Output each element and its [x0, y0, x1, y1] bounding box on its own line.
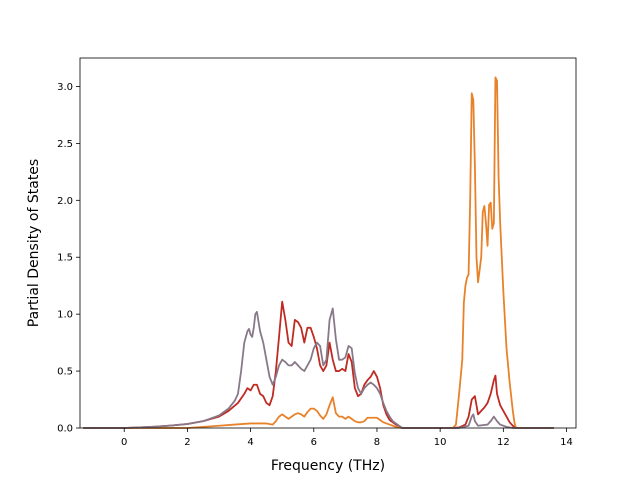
plot-area	[80, 58, 576, 428]
x-axis: 0 2 4 6 8 10 12 14	[121, 428, 573, 448]
x-tick-label: 0	[121, 437, 127, 448]
series-line-2	[83, 76, 554, 429]
x-tick-label: 12	[497, 437, 510, 448]
series-line-1	[83, 300, 554, 429]
x-tick-label: 14	[560, 437, 573, 448]
x-tick-label: 10	[434, 437, 447, 448]
x-tick-label: 4	[247, 437, 253, 448]
y-tick-label: 3.0	[57, 82, 73, 93]
y-axis-label: Partial Density of States	[26, 159, 42, 327]
plot-frame	[79, 57, 577, 429]
y-tick-label: 0.0	[57, 424, 73, 435]
x-tick-label: 6	[311, 437, 317, 448]
y-tick-label: 0.5	[57, 367, 73, 378]
y-axis: 0.0 0.5 1.0 1.5 2.0 2.5 3.0	[57, 82, 80, 435]
x-axis-label: Frequency (THz)	[271, 458, 385, 474]
x-tick-label: 8	[374, 437, 380, 448]
y-tick-label: 1.0	[57, 310, 73, 321]
y-tick-label: 2.5	[57, 139, 73, 150]
x-tick-label: 2	[184, 437, 190, 448]
y-tick-label: 1.5	[57, 253, 73, 264]
y-tick-label: 2.0	[57, 196, 73, 207]
